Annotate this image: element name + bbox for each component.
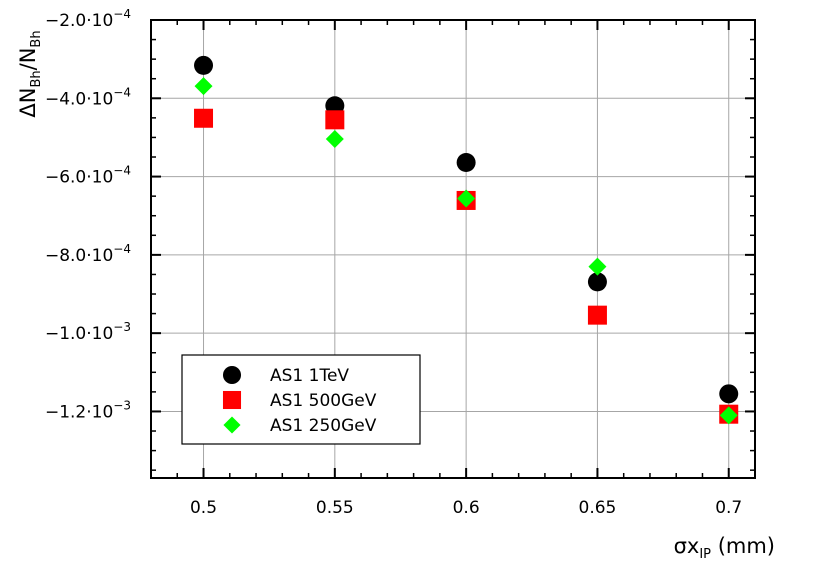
data-point-circle xyxy=(587,272,607,292)
x-axis-title-subscript: IP xyxy=(699,547,711,562)
y-tick-label-mantissa: −4.0·10 xyxy=(45,89,113,109)
y-tick-label: −2.0·10−4 xyxy=(45,7,131,31)
data-point-square xyxy=(194,108,214,128)
x-tick-label: 0.7 xyxy=(715,498,742,518)
legend-entry-label: AS1 500GeV xyxy=(270,391,377,411)
data-point-circle xyxy=(194,55,214,75)
legend-marker-square xyxy=(222,390,242,410)
y-tick-label: −6.0·10−4 xyxy=(45,164,131,188)
y-axis-title-subscript-1: Bh xyxy=(29,70,44,87)
legend: AS1 1TeV AS1 500GeV AS1 250GeV xyxy=(181,354,421,445)
series-diamond xyxy=(194,77,738,425)
y-axis-title-mid: /N xyxy=(16,48,40,71)
data-point-circle xyxy=(456,152,476,172)
legend-marker-diamond xyxy=(223,416,241,434)
data-point-square xyxy=(325,110,345,130)
legend-entry-label: AS1 1TeV xyxy=(270,366,349,386)
data-points xyxy=(194,55,739,425)
y-axis-title-subscript-2: Bh xyxy=(29,30,44,47)
y-tick-label-exponent: −4 xyxy=(113,242,131,256)
y-tick-label-mantissa: −6.0·10 xyxy=(45,168,113,188)
y-tick-label-exponent: −4 xyxy=(113,164,131,178)
y-tick-label-exponent: −3 xyxy=(113,320,131,334)
legend-marker-circle xyxy=(222,365,242,385)
y-tick-label: −4.0·10−4 xyxy=(45,85,131,109)
ticks xyxy=(151,19,755,478)
legend-entry-label: AS1 250GeV xyxy=(270,416,377,436)
x-tick-label: 0.6 xyxy=(453,498,480,518)
x-tick-label: 0.65 xyxy=(579,498,617,518)
y-tick-label-mantissa: −1.2·10 xyxy=(45,402,113,422)
y-tick-label-mantissa: −1.0·10 xyxy=(45,324,113,344)
data-point-square xyxy=(587,305,607,325)
y-tick-label: −1.2·10−3 xyxy=(45,398,131,422)
x-axis-title-unit: (mm) xyxy=(711,534,775,558)
y-tick-label-mantissa: −8.0·10 xyxy=(45,246,113,266)
y-tick-label: −8.0·10−4 xyxy=(45,242,131,266)
tick-labels: 0.5 0.55 0.6 0.65 0.7−2.0·10−4−4.0·10−4−6.0·… xyxy=(45,7,742,518)
data-point-diamond xyxy=(719,406,738,425)
y-tick-label-exponent: −3 xyxy=(113,398,131,412)
data-point-diamond xyxy=(325,130,344,149)
y-tick-label: −1.0·10−3 xyxy=(45,320,131,344)
x-tick-label: 0.55 xyxy=(316,498,354,518)
y-tick-label-mantissa: −2.0·10 xyxy=(45,11,113,31)
y-axis-title: ΔNBh/NBh xyxy=(16,30,44,117)
y-axis-title-main: ΔN xyxy=(16,88,40,118)
y-tick-label-exponent: −4 xyxy=(113,85,131,99)
legend-box xyxy=(181,354,421,445)
data-point-circle xyxy=(719,384,739,404)
plot-frame xyxy=(150,19,756,479)
x-axis-title: σxIP (mm) xyxy=(674,534,775,562)
x-axis-title-main: σx xyxy=(674,534,700,558)
x-tick-label: 0.5 xyxy=(190,498,217,518)
data-point-diamond xyxy=(194,77,213,96)
data-point-diamond xyxy=(457,189,476,208)
y-tick-label-exponent: −4 xyxy=(113,7,131,21)
data-point-diamond xyxy=(588,257,607,276)
